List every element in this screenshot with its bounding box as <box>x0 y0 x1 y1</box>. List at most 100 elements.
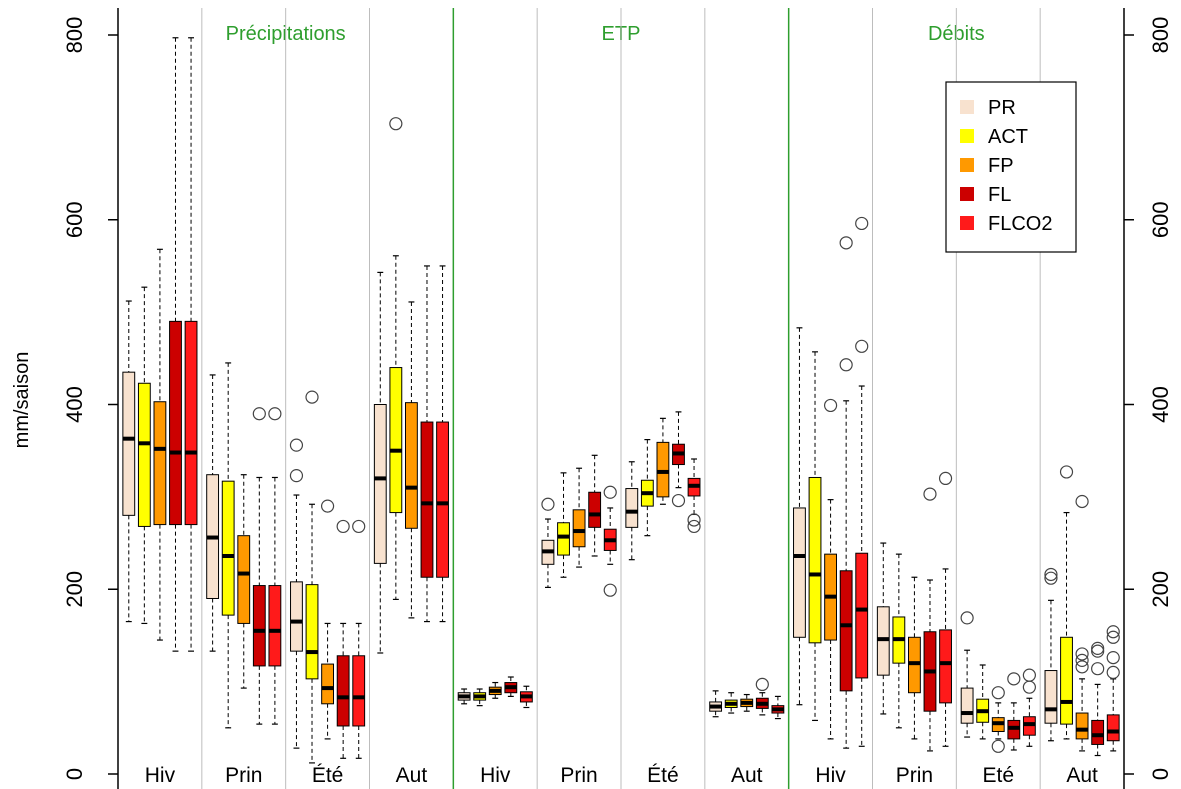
outlier-point <box>1106 651 1120 665</box>
outlier-point <box>352 519 366 534</box>
outlier-point <box>1106 625 1120 639</box>
box-act <box>137 382 151 527</box>
box-flco2 <box>268 585 282 667</box>
outlier-point <box>1091 644 1105 658</box>
left-tick-label: 200 <box>62 571 87 608</box>
outlier-point <box>991 739 1005 753</box>
left-tick-label: 800 <box>62 17 87 54</box>
box-pr <box>625 488 639 528</box>
outlier-point <box>1106 630 1120 644</box>
outlier-point <box>755 677 769 691</box>
outlier-point <box>1007 672 1021 686</box>
season-label: Hiv <box>145 764 176 787</box>
season-label: Eté <box>982 764 1014 787</box>
outlier-point <box>855 339 869 353</box>
right-tick-label: 0 <box>1148 768 1173 780</box>
season-label: Aut <box>1066 764 1098 787</box>
box-fp <box>1075 712 1089 740</box>
outlier-point <box>541 497 555 511</box>
left-tick-label: 0 <box>62 768 87 780</box>
box-pr <box>122 371 136 516</box>
y-axis-label: mm/saison <box>11 352 33 449</box>
outlier-point <box>839 236 853 250</box>
legend-swatch <box>960 100 974 114</box>
box-pr <box>1044 670 1058 724</box>
box-pr <box>960 687 974 724</box>
box-fl <box>588 491 602 528</box>
outlier-point <box>1075 653 1089 667</box>
legend-swatch <box>960 216 974 230</box>
outlier-point <box>268 407 282 421</box>
legend-swatch <box>960 129 974 143</box>
box-fp <box>656 441 670 498</box>
box-pr <box>290 581 303 652</box>
legend-label: FLCO2 <box>988 213 1052 235</box>
outlier-point <box>823 398 838 413</box>
left-tick-label: 600 <box>62 201 87 238</box>
season-label: Prin <box>225 764 262 787</box>
outlier-point <box>855 216 869 231</box>
outlier-point <box>289 469 304 483</box>
axes-layer: 0 0 200 200 400 400 600 600 800 800 <box>62 8 1173 789</box>
season-label: Hiv <box>815 764 846 787</box>
outlier-point <box>1044 571 1058 585</box>
outlier-point <box>991 686 1005 700</box>
right-tick-label: 200 <box>1148 571 1173 608</box>
box-fl <box>252 585 266 667</box>
legend-label: ACT <box>988 126 1028 148</box>
box-fl <box>336 655 350 727</box>
outlier-point <box>305 390 319 404</box>
outlier-point <box>1091 641 1105 655</box>
box-fl <box>839 570 853 692</box>
outlier-point <box>289 438 304 452</box>
outlier-point <box>336 519 350 534</box>
box-act <box>221 480 235 616</box>
box-flco2 <box>1106 714 1120 742</box>
legend-label: PR <box>988 97 1016 119</box>
season-label: Été <box>647 764 679 787</box>
outlier-point <box>687 513 701 527</box>
box-fp <box>153 401 167 526</box>
outlier-point <box>839 358 853 372</box>
boxes-layer <box>122 37 1120 764</box>
right-tick-label: 800 <box>1148 17 1173 54</box>
outlier-point <box>923 487 937 501</box>
season-label: Prin <box>560 764 597 787</box>
season-label: Aut <box>396 764 428 787</box>
box-act <box>1060 636 1073 725</box>
box-fp <box>405 402 418 529</box>
outlier-point <box>1022 680 1036 694</box>
outlier-point <box>1075 647 1089 661</box>
right-tick-label: 600 <box>1148 201 1173 238</box>
box-pr <box>793 507 806 638</box>
outlier-point <box>1106 665 1120 679</box>
outlier-point <box>1091 662 1105 676</box>
box-flco2 <box>184 320 198 526</box>
legend-swatch <box>960 158 974 172</box>
season-label: Prin <box>896 764 933 787</box>
box-fl <box>420 421 434 578</box>
outlier-point <box>252 407 266 421</box>
legend-label: FP <box>988 155 1014 177</box>
box-flco2 <box>939 629 952 704</box>
box-pr <box>373 404 387 564</box>
season-label: Hiv <box>480 764 511 787</box>
legend-label: FL <box>988 184 1011 206</box>
box-act <box>305 584 319 680</box>
legend-swatch <box>960 187 974 201</box>
outlier-point <box>1075 494 1089 509</box>
outlier-point <box>1044 567 1058 582</box>
box-fl <box>1091 719 1105 745</box>
box-fp <box>237 535 251 624</box>
outlier-point <box>1075 660 1089 674</box>
box-fp <box>321 663 334 705</box>
right-tick-label: 400 <box>1148 386 1173 423</box>
season-label: Aut <box>731 764 763 787</box>
outlier-point <box>671 493 686 508</box>
box-fl <box>169 320 182 526</box>
outlier-point <box>389 117 403 131</box>
outlier-point <box>1022 668 1036 682</box>
box-act <box>808 476 822 644</box>
box-act <box>557 522 570 556</box>
